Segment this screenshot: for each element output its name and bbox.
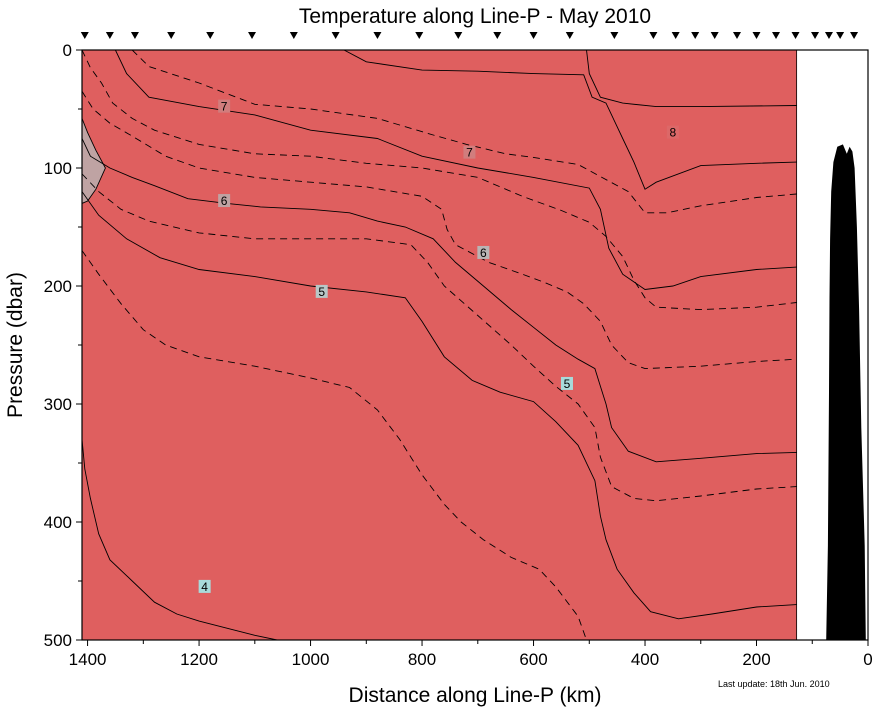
- station-marker: [850, 32, 859, 39]
- contour-label-4: 4: [201, 580, 208, 594]
- seafloor-shape: [796, 144, 868, 640]
- y-tick-label: 0: [63, 41, 72, 60]
- contour-label-7: 7: [221, 100, 228, 114]
- x-tick-label: 400: [631, 650, 659, 669]
- station-marker: [824, 32, 833, 39]
- contour-line-7: [114, 50, 797, 290]
- station-marker: [167, 32, 176, 39]
- contour-labels: 8 7 7 6 6 5 5 4: [198, 99, 679, 594]
- station-marker: [811, 32, 820, 39]
- station-marker: [373, 32, 382, 39]
- x-tick-label: 600: [519, 650, 547, 669]
- station-marker: [248, 32, 257, 39]
- station-marker: [80, 32, 89, 39]
- contour-label-bg: [315, 284, 328, 298]
- contour-label-bg: [198, 579, 211, 593]
- contour-line-8: [586, 50, 797, 108]
- station-marker: [529, 32, 538, 39]
- station-marker: [206, 32, 215, 39]
- station-marker: [710, 32, 719, 39]
- station-marker: [691, 32, 700, 39]
- last-update-note: Last update: 18th Jun. 2010: [718, 679, 830, 689]
- x-tick-label: 0: [863, 650, 872, 669]
- contour-label-6: 6: [480, 246, 487, 260]
- station-marker: [130, 32, 139, 39]
- contour-label-bg: [218, 194, 231, 208]
- contour-line-7: [82, 50, 797, 311]
- y-tick-label: 500: [44, 631, 72, 650]
- station-marker: [791, 32, 800, 39]
- x-tick-label: 200: [742, 650, 770, 669]
- x-axis-label: Distance along Line-P (km): [349, 684, 602, 707]
- contour-label-5: 5: [564, 377, 571, 391]
- y-axis-label: Pressure (dbar): [4, 272, 27, 418]
- station-marker: [733, 32, 741, 39]
- station-marker: [565, 32, 574, 39]
- y-tick-label: 300: [44, 395, 72, 414]
- contour-line-4: [82, 439, 278, 640]
- contour-lines: [82, 50, 797, 640]
- contour-line-8: [343, 50, 797, 190]
- contour-line-5: [82, 191, 797, 620]
- station-marker: [610, 32, 619, 39]
- x-axis: 1400 1200 1000 800 600 400 200 0: [69, 640, 873, 669]
- station-marker: [752, 32, 761, 39]
- contour-label-6: 6: [221, 194, 228, 208]
- contour-label-bg: [218, 99, 231, 113]
- plot-area: [82, 50, 797, 640]
- station-marker: [105, 32, 114, 39]
- station-marker: [289, 32, 298, 39]
- contour-label-5: 5: [318, 285, 325, 299]
- western-lens: [82, 118, 106, 204]
- x-tick-label: 800: [408, 650, 436, 669]
- y-axis: 0 100 200 300 400 500: [44, 41, 798, 650]
- station-marker: [772, 32, 781, 39]
- x-tick-label: 1200: [180, 650, 218, 669]
- contour-line-6: [82, 138, 797, 463]
- x-tick-label: 1000: [292, 650, 330, 669]
- station-marker: [836, 32, 845, 39]
- contour-label-bg: [477, 245, 490, 259]
- contour-label-bg: [463, 145, 476, 159]
- warm-core-band: [344, 50, 797, 190]
- contour-line-4.5: [82, 250, 587, 640]
- station-marker: [649, 32, 658, 39]
- station-marker: [493, 32, 502, 39]
- y-tick-label: 100: [44, 159, 72, 178]
- contour-line-4: [82, 118, 106, 204]
- station-marker: [671, 32, 680, 39]
- x-tick-label: 1400: [69, 650, 107, 669]
- contour-label-8: 8: [670, 126, 677, 140]
- seafloor: [796, 144, 868, 640]
- temperature-field: [82, 50, 797, 640]
- chart-title: Temperature along Line-P - May 2010: [299, 5, 651, 28]
- station-marker: [331, 32, 340, 39]
- contour-label-bg: [666, 125, 679, 139]
- contour-label-7: 7: [466, 146, 473, 160]
- y-tick-label: 400: [44, 513, 72, 532]
- contour-label-bg: [560, 376, 573, 390]
- station-markers: [80, 32, 859, 39]
- station-marker: [454, 32, 463, 39]
- station-marker: [415, 32, 424, 39]
- contour-line-5.5: [82, 173, 797, 502]
- y-tick-label: 200: [44, 277, 72, 296]
- temperature-band-8.5: [82, 50, 797, 640]
